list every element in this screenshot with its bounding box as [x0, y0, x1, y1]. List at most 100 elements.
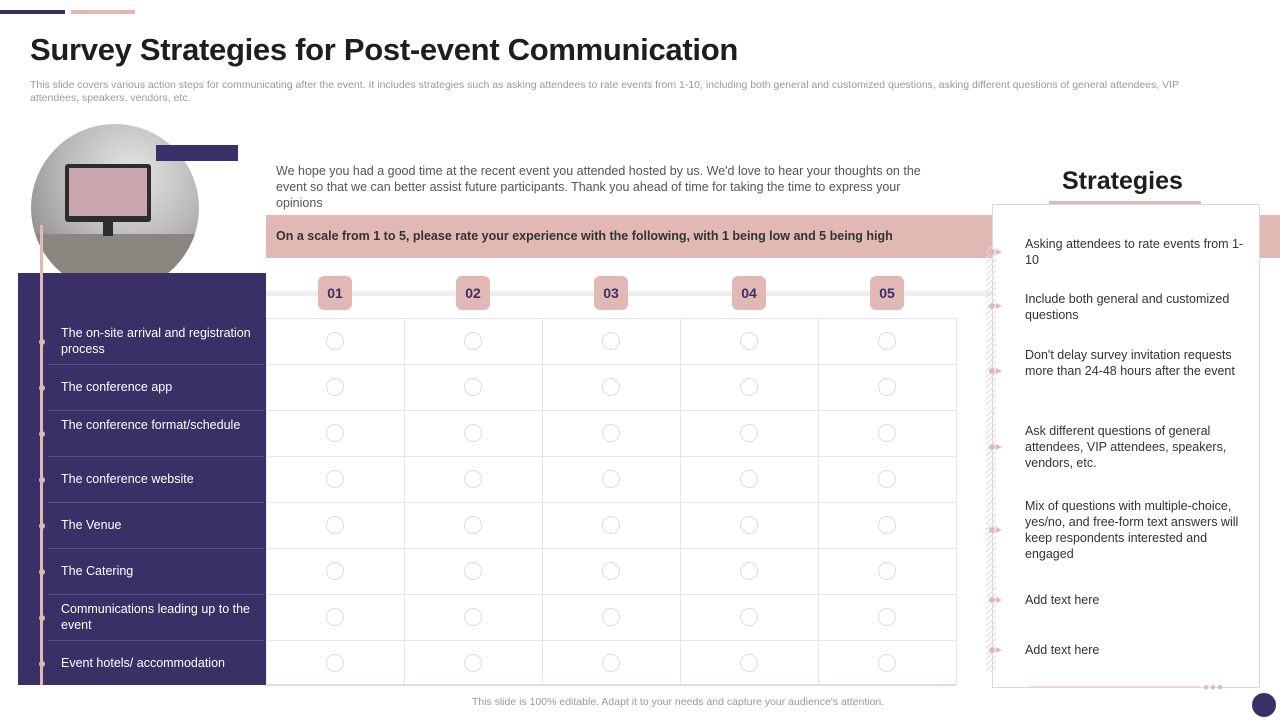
rating-radio-item8-03[interactable] — [602, 654, 620, 672]
bullet-dot-icon — [39, 339, 45, 345]
arrow-right-icon — [989, 303, 1003, 309]
dots-icon: ●●● — [1203, 682, 1225, 693]
grid-row-line — [266, 640, 956, 641]
rating-radio-item2-05[interactable] — [878, 378, 896, 396]
rating-radio-item1-03[interactable] — [602, 332, 620, 350]
rating-radio-item1-01[interactable] — [326, 332, 344, 350]
grid-row-line — [266, 410, 956, 411]
grid-column-line — [956, 318, 957, 685]
top-accent-bar-pink — [71, 10, 135, 14]
rating-badge-05: 05 — [870, 276, 904, 310]
rating-radio-item3-03[interactable] — [602, 424, 620, 442]
rating-radio-item3-02[interactable] — [464, 424, 482, 442]
survey-item-label: Communications leading up to the event — [61, 602, 251, 632]
row-divider — [48, 594, 264, 595]
arrow-right-icon — [989, 597, 1003, 603]
rating-radio-item7-03[interactable] — [602, 608, 620, 626]
rating-radio-item8-01[interactable] — [326, 654, 344, 672]
rating-radio-item1-04[interactable] — [740, 332, 758, 350]
rating-radio-item6-01[interactable] — [326, 562, 344, 580]
rating-badge-01: 01 — [318, 276, 352, 310]
row-divider — [48, 456, 264, 457]
bullet-dot-icon — [39, 569, 45, 575]
rating-radio-item5-04[interactable] — [740, 516, 758, 534]
rating-radio-item7-02[interactable] — [464, 608, 482, 626]
rating-radio-item3-05[interactable] — [878, 424, 896, 442]
rating-radio-item5-01[interactable] — [326, 516, 344, 534]
slide-title: Survey Strategies for Post-event Communi… — [30, 32, 738, 67]
arrow-right-icon — [989, 368, 1003, 374]
strategy-item: Ask different questions of general atten… — [1025, 424, 1227, 470]
strategies-box — [992, 204, 1260, 688]
strategies-zigzag-border — [986, 246, 996, 672]
rating-radio-item6-05[interactable] — [878, 562, 896, 580]
rating-radio-item6-03[interactable] — [602, 562, 620, 580]
strategy-item: Asking attendees to rate events from 1-1… — [1025, 237, 1244, 267]
rating-radio-item2-04[interactable] — [740, 378, 758, 396]
arrow-right-icon — [989, 527, 1003, 533]
grid-row-line — [266, 364, 956, 365]
arrow-right-icon — [989, 249, 1003, 255]
photo-accent-rect — [156, 145, 238, 161]
arrow-right-icon — [989, 647, 1003, 653]
strategies-bottom-line — [1030, 686, 1200, 688]
grid-row-line — [266, 594, 956, 595]
rating-radio-item7-04[interactable] — [740, 608, 758, 626]
rating-radio-item8-05[interactable] — [878, 654, 896, 672]
rating-radio-item2-02[interactable] — [464, 378, 482, 396]
rating-badge-04: 04 — [732, 276, 766, 310]
rating-radio-item6-04[interactable] — [740, 562, 758, 580]
survey-item-label: The Catering — [61, 564, 134, 578]
rating-radio-item8-02[interactable] — [464, 654, 482, 672]
rating-radio-item5-03[interactable] — [602, 516, 620, 534]
rating-radio-item4-02[interactable] — [464, 470, 482, 488]
row-divider — [48, 548, 264, 549]
survey-item-label: The conference website — [61, 472, 194, 486]
survey-item-label: The conference app — [61, 380, 173, 394]
rating-badge-02: 02 — [456, 276, 490, 310]
rating-radio-item3-01[interactable] — [326, 424, 344, 442]
rating-radio-item5-02[interactable] — [464, 516, 482, 534]
bullet-dot-icon — [39, 477, 45, 483]
rating-radio-item2-01[interactable] — [326, 378, 344, 396]
rating-badge-03: 03 — [594, 276, 628, 310]
grid-row-line — [266, 502, 956, 503]
rating-radio-item5-05[interactable] — [878, 516, 896, 534]
row-divider — [48, 640, 264, 641]
grid-row-line — [266, 456, 956, 457]
survey-item-label: Event hotels/ accommodation — [61, 656, 225, 670]
survey-items-panel — [18, 273, 266, 685]
grid-column-line — [818, 318, 819, 685]
row-divider — [48, 502, 264, 503]
grid-column-line — [542, 318, 543, 685]
rating-radio-item6-02[interactable] — [464, 562, 482, 580]
rating-radio-item4-03[interactable] — [602, 470, 620, 488]
rating-radio-item4-04[interactable] — [740, 470, 758, 488]
survey-item-label: The conference format/schedule — [61, 418, 241, 432]
rating-radio-item7-01[interactable] — [326, 608, 344, 626]
strategy-item: Add text here — [1025, 643, 1100, 657]
rating-radio-item8-04[interactable] — [740, 654, 758, 672]
rating-radio-item1-02[interactable] — [464, 332, 482, 350]
strategies-underline — [1049, 201, 1201, 204]
bullet-dot-icon — [39, 431, 45, 437]
strategy-item: Include both general and customized ques… — [1025, 292, 1230, 322]
grid-row-line — [266, 318, 956, 319]
rating-radio-item2-03[interactable] — [602, 378, 620, 396]
rating-radio-item4-05[interactable] — [878, 470, 896, 488]
bullet-dot-icon — [39, 615, 45, 621]
rating-track — [266, 291, 996, 296]
grid-column-line — [266, 318, 267, 685]
grid-column-line — [680, 318, 681, 685]
slide-footer: This slide is 100% editable. Adapt it to… — [471, 696, 885, 708]
rating-radio-item4-01[interactable] — [326, 470, 344, 488]
strategy-item: Don't delay survey invitation requests m… — [1025, 348, 1235, 378]
scale-prompt: On a scale from 1 to 5, please rate your… — [276, 229, 893, 243]
rating-radio-item7-05[interactable] — [878, 608, 896, 626]
strategy-item: Add text here — [1025, 593, 1100, 607]
grid-column-line — [404, 318, 405, 685]
rating-radio-item3-04[interactable] — [740, 424, 758, 442]
survey-item-label: The on-site arrival and registration pro… — [61, 326, 251, 356]
rating-radio-item1-05[interactable] — [878, 332, 896, 350]
corner-circle — [1252, 693, 1276, 717]
